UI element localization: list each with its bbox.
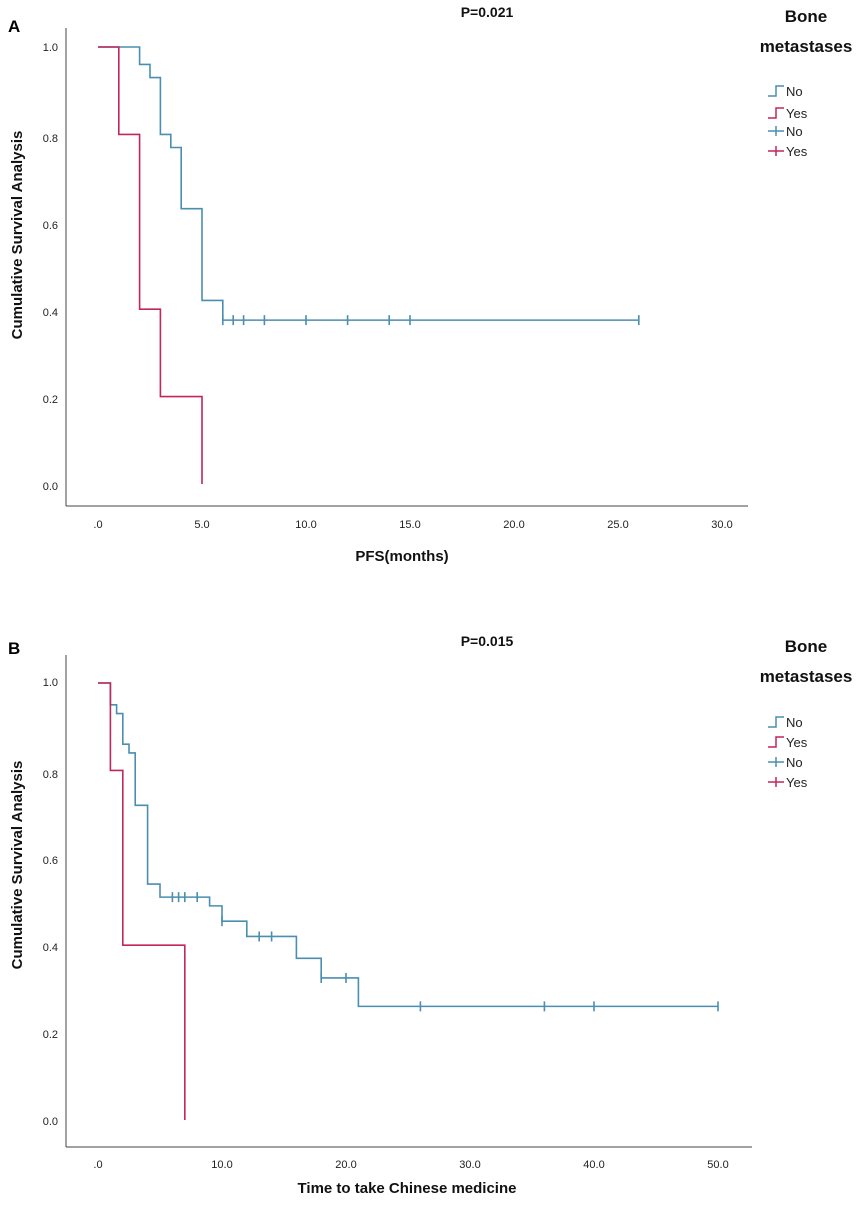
x-tick-label-b: 50.0 (707, 1159, 728, 1171)
x-tick-label-a: .0 (93, 519, 102, 531)
legend-title-a: Bone (785, 7, 828, 26)
y-tick-label-b: 0.8 (43, 769, 58, 781)
plot-area-b (98, 682, 719, 1120)
km-curve-yes-b (98, 682, 186, 1120)
x-tick-label-b: 10.0 (211, 1159, 232, 1171)
legend-swatch-no-step (768, 85, 784, 97)
y-tick-label-a: 0.8 (43, 133, 58, 145)
legend-swatch-no-censored (768, 126, 784, 136)
chart-title-b: P=0.015 (461, 633, 514, 649)
legend-swatch-yes-censored (768, 777, 784, 787)
legend-label-no: No (786, 84, 803, 99)
legend-swatch-yes-step (768, 736, 784, 748)
y-tick-label-b: 0.4 (43, 942, 58, 954)
plot-area-a (98, 46, 640, 484)
legend-label-no: No (786, 124, 803, 139)
legend-label-no: No (786, 755, 803, 770)
y-tick-label-b: 0.0 (43, 1116, 58, 1128)
y-tick-label-a: 0.0 (43, 481, 58, 493)
y-tick-label-a: 0.4 (43, 307, 58, 319)
y-tick-label-a: 1.0 (43, 42, 58, 54)
y-tick-label-b: 0.2 (43, 1029, 58, 1041)
legend-label-yes: Yes (786, 144, 808, 159)
legend-title-b: metastases (760, 667, 853, 686)
x-tick-label-a: 20.0 (503, 519, 524, 531)
x-axis-label-b: Time to take Chinese medicine (298, 1180, 517, 1197)
legend-b: Bone metastases No Yes No Yes (760, 637, 853, 790)
legend-label-yes: Yes (786, 106, 808, 121)
legend-swatch-no-censored (768, 757, 784, 767)
x-tick-label-b: 40.0 (583, 1159, 604, 1171)
km-curve-yes-a (98, 46, 203, 484)
legend-label-no: No (786, 715, 803, 730)
x-tick-label-a: 25.0 (607, 519, 628, 531)
legend-swatch-yes-step (768, 107, 784, 119)
legend-title-a: metastases (760, 37, 853, 56)
y-ticks-b: 1.0 0.8 0.6 0.4 0.2 0.0 (43, 677, 58, 1128)
km-curve-no-b (98, 682, 718, 1008)
legend-swatch-yes-censored (768, 146, 784, 156)
x-tick-label-a: 30.0 (711, 519, 732, 531)
legend-label-yes: Yes (786, 735, 808, 750)
panel-b: B P=0.015 Cumulative Survival Analysis T… (8, 633, 852, 1197)
panel-a: A P=0.021 Cumulative Survival Analysis P… (8, 4, 852, 565)
legend-label-yes: Yes (786, 775, 808, 790)
panel-label-b: B (8, 639, 20, 658)
x-axis-label-a: PFS(months) (355, 548, 448, 565)
x-tick-label-a: 5.0 (194, 519, 209, 531)
y-tick-label-b: 0.6 (43, 855, 58, 867)
y-tick-label-a: 0.2 (43, 394, 58, 406)
x-tick-label-b: 20.0 (335, 1159, 356, 1171)
y-tick-label-b: 1.0 (43, 677, 58, 689)
y-axis-label-b: Cumulative Survival Analysis (9, 761, 26, 970)
x-tick-label-a: 15.0 (399, 519, 420, 531)
chart-title-a: P=0.021 (461, 4, 514, 20)
x-ticks-b: .0 10.0 20.0 30.0 40.0 50.0 (93, 1159, 728, 1171)
x-tick-label-a: 10.0 (295, 519, 316, 531)
x-tick-label-b: .0 (93, 1159, 102, 1171)
y-ticks-a: 1.0 0.8 0.6 0.4 0.2 0.0 (43, 42, 58, 493)
panel-label-a: A (8, 17, 20, 36)
km-curve-no-a (98, 46, 639, 321)
legend-swatch-no-step (768, 716, 784, 728)
x-ticks-a: .0 5.0 10.0 15.0 20.0 25.0 30.0 (93, 519, 732, 531)
legend-a: Bone metastases No Yes No Yes (760, 7, 853, 159)
legend-title-b: Bone (785, 637, 828, 656)
y-tick-label-a: 0.6 (43, 220, 58, 232)
x-tick-label-b: 30.0 (459, 1159, 480, 1171)
y-axis-label-a: Cumulative Survival Analysis (9, 131, 26, 340)
